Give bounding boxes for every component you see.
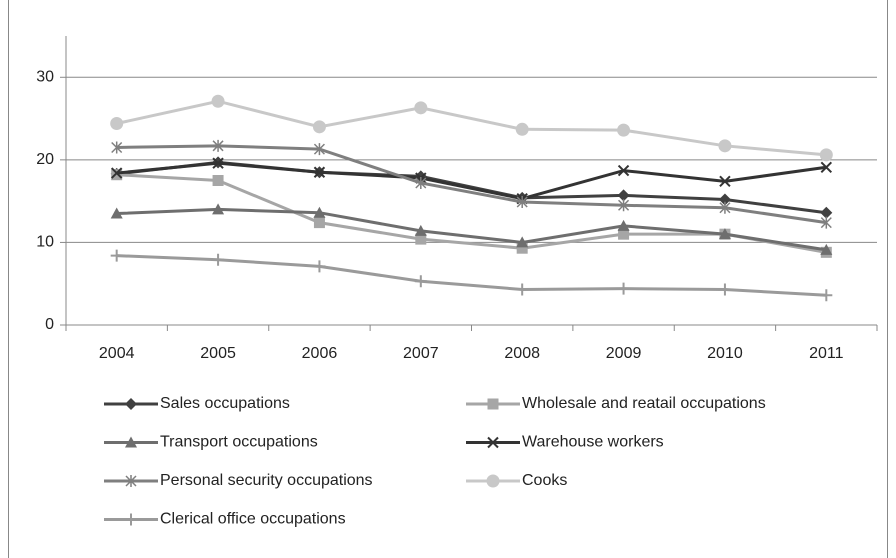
marker bbox=[820, 243, 833, 255]
marker bbox=[313, 206, 326, 218]
marker bbox=[110, 167, 123, 179]
x-tick-label: 2010 bbox=[707, 345, 743, 362]
marker bbox=[212, 139, 224, 152]
marker bbox=[718, 228, 731, 240]
marker bbox=[414, 101, 428, 115]
y-tick-label: 30 bbox=[36, 69, 54, 86]
marker bbox=[415, 176, 427, 189]
x-tick-label: 2005 bbox=[200, 345, 236, 362]
marker bbox=[415, 233, 427, 245]
y-tick-label: 0 bbox=[45, 316, 54, 333]
marker bbox=[111, 169, 123, 181]
marker bbox=[212, 253, 225, 266]
marker bbox=[617, 189, 630, 202]
marker bbox=[110, 207, 123, 219]
legend-label: Clerical office occupations bbox=[160, 511, 346, 528]
marker bbox=[110, 117, 124, 131]
chart-frame bbox=[8, 0, 888, 558]
legend-label: Wholesale and reatail occupations bbox=[522, 395, 766, 412]
marker bbox=[719, 175, 731, 188]
x-tick-label: 2011 bbox=[809, 345, 844, 362]
marker bbox=[313, 166, 326, 178]
legend-label: Cooks bbox=[522, 472, 567, 489]
marker bbox=[486, 474, 500, 488]
x-tick-label: 2004 bbox=[99, 345, 135, 362]
marker bbox=[617, 123, 631, 137]
marker bbox=[516, 195, 528, 208]
marker bbox=[125, 436, 137, 448]
legend-label: Warehouse workers bbox=[522, 434, 664, 451]
marker bbox=[718, 283, 731, 296]
marker bbox=[212, 157, 224, 169]
marker bbox=[313, 143, 325, 156]
marker bbox=[820, 289, 833, 302]
y-tick-label: 10 bbox=[36, 234, 54, 251]
y-tick-label: 20 bbox=[36, 151, 54, 168]
marker bbox=[618, 228, 630, 240]
marker bbox=[718, 139, 732, 153]
marker bbox=[313, 260, 326, 273]
marker bbox=[312, 120, 326, 134]
marker bbox=[487, 398, 499, 410]
series-line bbox=[116, 161, 827, 201]
marker bbox=[617, 282, 630, 295]
marker bbox=[125, 513, 137, 526]
marker bbox=[414, 275, 427, 288]
marker bbox=[617, 219, 630, 231]
marker bbox=[516, 283, 529, 296]
x-tick-label: 2008 bbox=[504, 345, 540, 362]
series-line bbox=[116, 99, 827, 157]
marker bbox=[819, 148, 833, 162]
marker bbox=[487, 436, 499, 449]
marker bbox=[125, 398, 137, 410]
marker bbox=[125, 475, 137, 487]
legend-label: Transport occupations bbox=[160, 434, 318, 451]
marker bbox=[820, 216, 832, 229]
marker bbox=[212, 175, 224, 186]
marker bbox=[617, 164, 630, 177]
legend-label: Personal security occupations bbox=[160, 472, 373, 489]
marker bbox=[820, 206, 833, 219]
marker bbox=[211, 94, 225, 108]
series-line bbox=[116, 144, 827, 225]
legend-label: Sales occupations bbox=[160, 395, 290, 412]
marker bbox=[515, 122, 529, 136]
marker bbox=[718, 193, 731, 206]
series-line bbox=[116, 254, 827, 297]
marker bbox=[618, 199, 630, 212]
marker bbox=[110, 249, 123, 262]
marker bbox=[820, 161, 833, 173]
marker bbox=[111, 141, 123, 154]
marker bbox=[313, 217, 325, 229]
x-tick-label: 2006 bbox=[302, 345, 338, 362]
series-line bbox=[116, 207, 827, 252]
marker bbox=[414, 224, 427, 236]
x-tick-label: 2009 bbox=[606, 345, 642, 362]
x-tick-label: 2007 bbox=[403, 345, 439, 362]
marker bbox=[212, 203, 225, 215]
marker bbox=[516, 242, 528, 254]
marker bbox=[719, 201, 731, 214]
marker bbox=[516, 236, 529, 248]
